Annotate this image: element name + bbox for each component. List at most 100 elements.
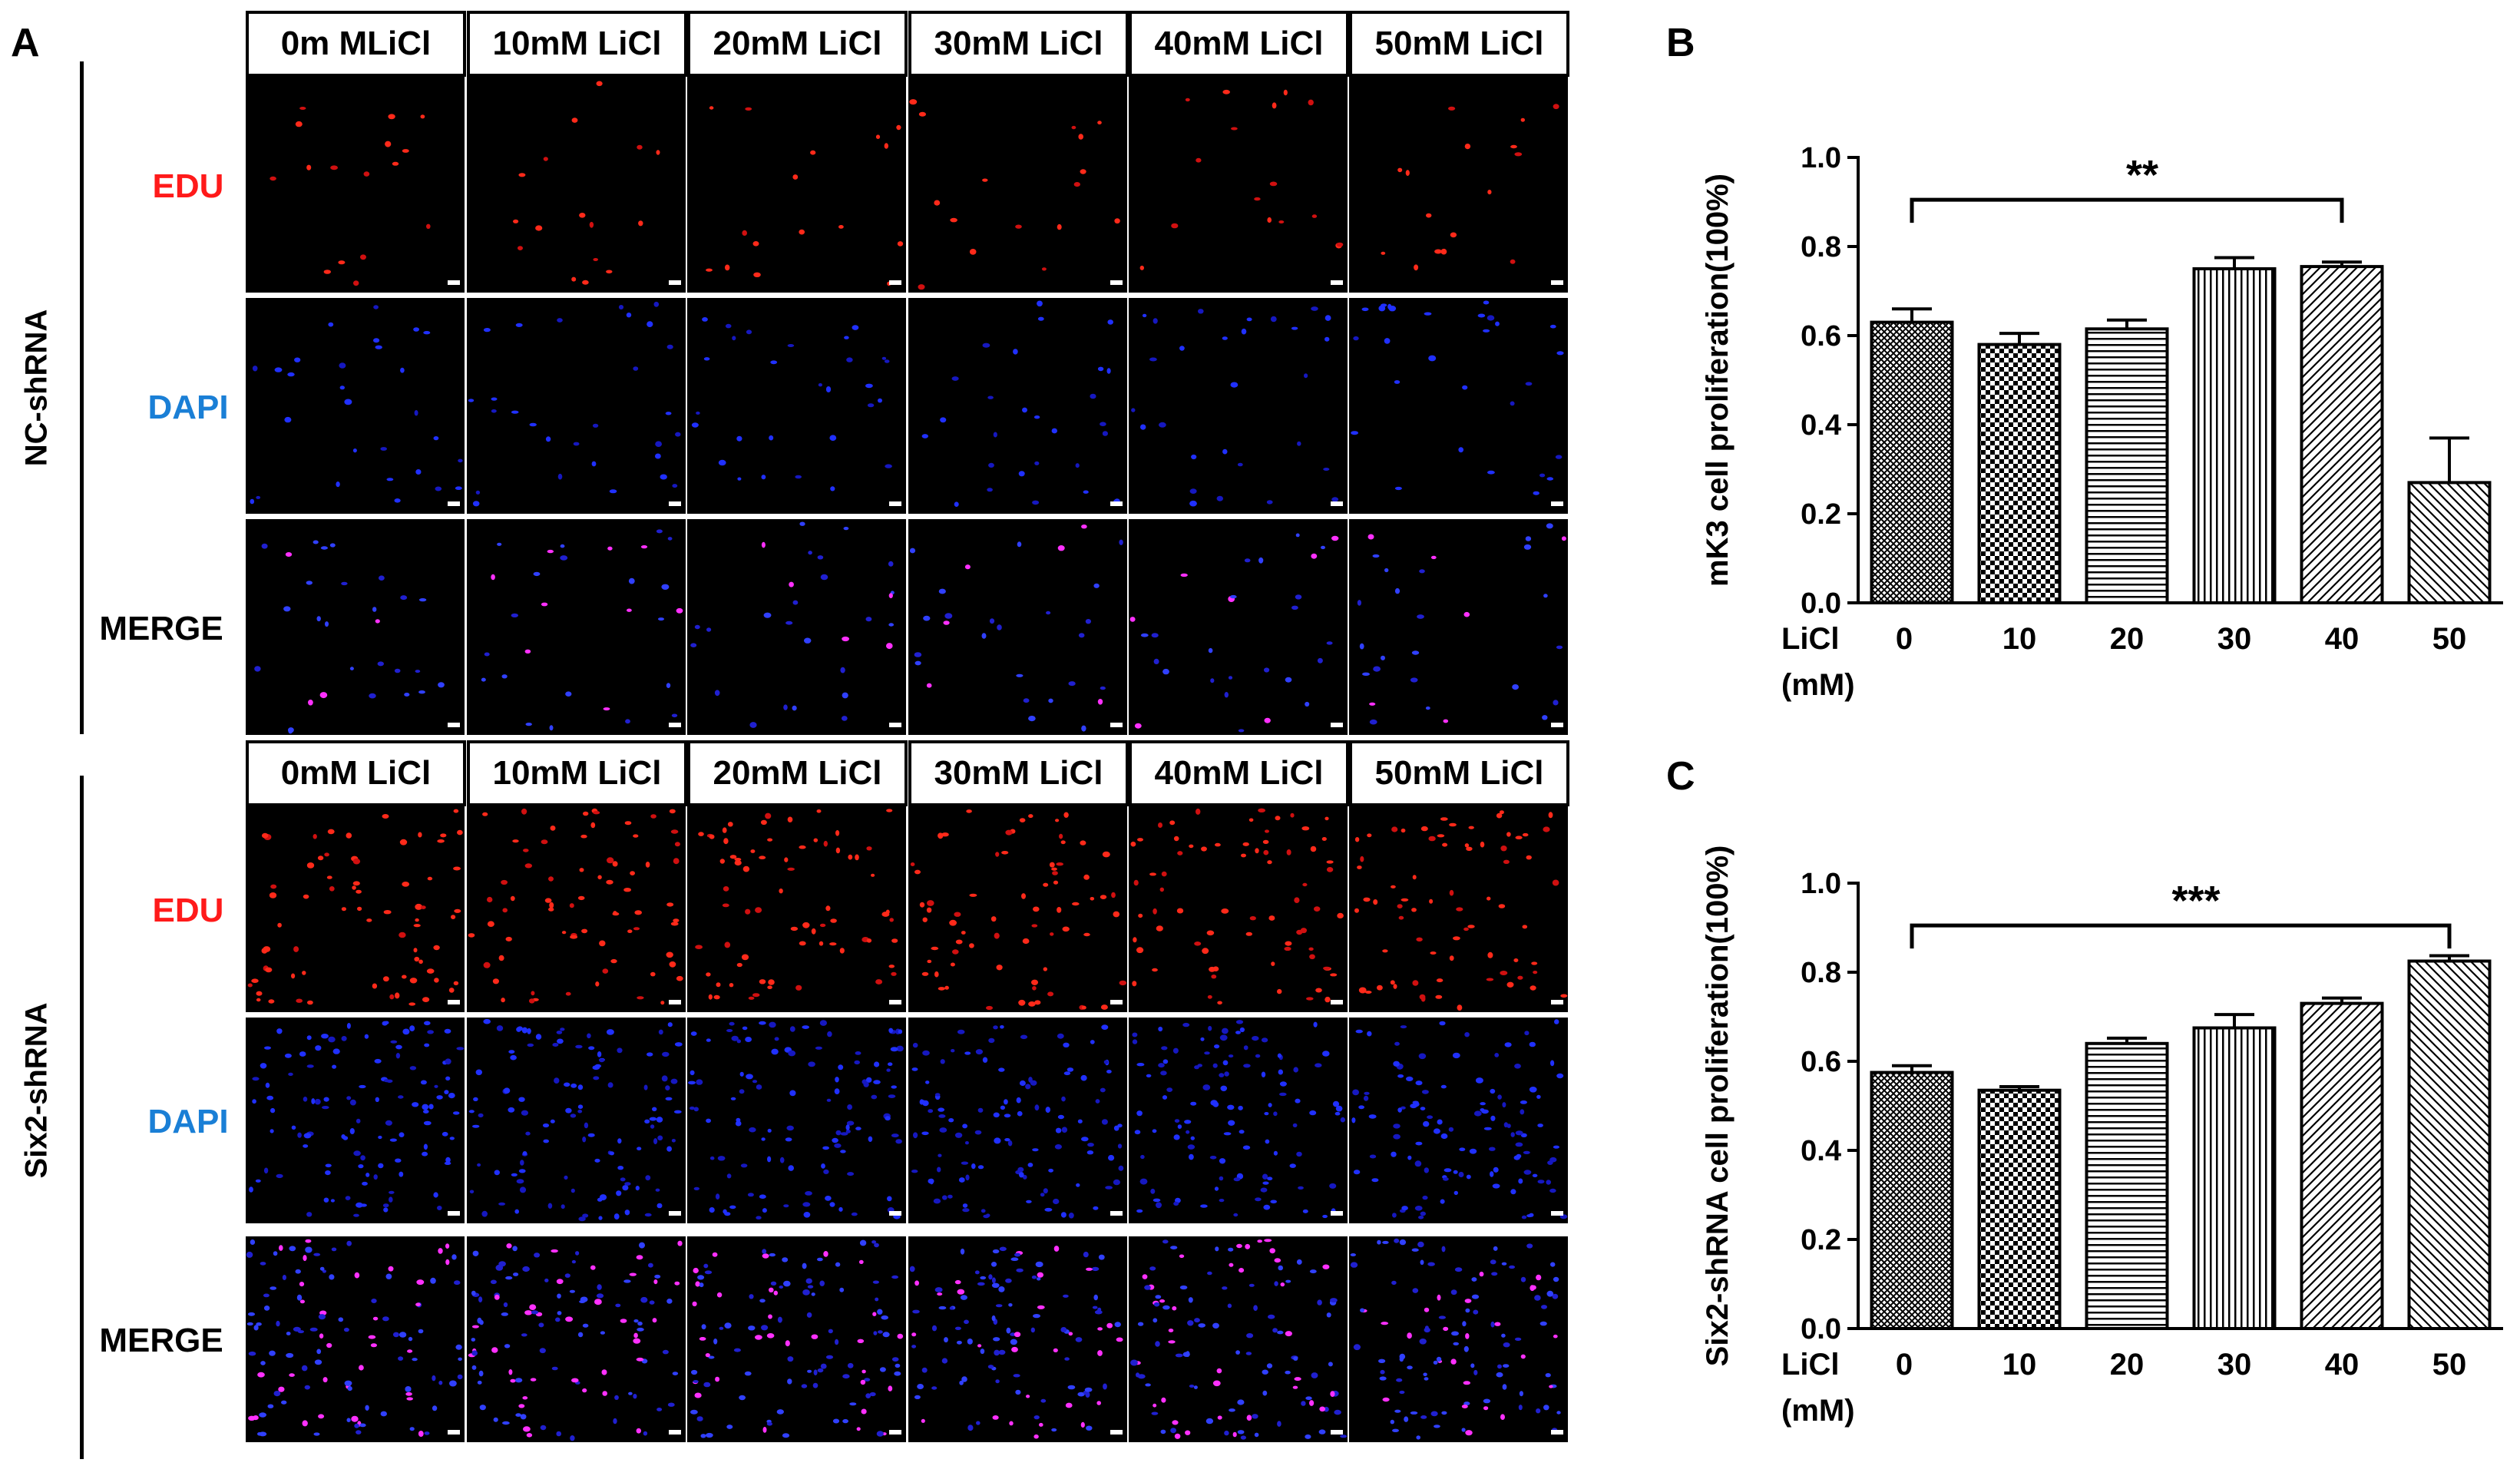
micrograph-edu — [246, 77, 465, 293]
micrograph-edu — [687, 806, 906, 1012]
chart-c: 0.0 0.2 0.4 0.6 0.8 1.0 Six2-shRNA cell prolif… — [1701, 846, 2503, 1428]
column-header: 50mM LiCl — [1349, 11, 1569, 77]
micrograph-merge — [1349, 519, 1568, 735]
y-tick-label: 0.6 — [1801, 1046, 1841, 1078]
micrograph-merge — [467, 1236, 686, 1442]
micrograph-dapi — [1349, 1018, 1568, 1223]
micrograph-edu — [687, 77, 906, 293]
micrograph-edu — [908, 806, 1127, 1012]
micrograph-merge — [908, 1236, 1127, 1442]
x-tick-label: 10 — [2002, 622, 2037, 656]
x-tick-label: 50 — [2432, 1348, 2467, 1382]
column-header: 40mM LiCl — [1129, 740, 1349, 806]
bar — [2192, 267, 2277, 604]
x-tick-label: 40 — [2325, 1348, 2360, 1382]
column-header: 0mM LiCl — [246, 740, 466, 806]
micrograph-dapi — [908, 298, 1127, 514]
y-tick-label: 1.0 — [1801, 868, 1841, 900]
y-tick-label: 0.2 — [1801, 1224, 1841, 1256]
group-bracket-six2 — [80, 776, 84, 1459]
column-header: 0m MLiCl — [246, 11, 466, 77]
channel-label-edu: EDU — [152, 167, 224, 205]
panel-letter-a: A — [11, 21, 40, 65]
micrograph-edu — [1349, 77, 1568, 293]
micrograph-merge — [908, 519, 1127, 735]
bar — [2300, 265, 2384, 604]
micrograph-dapi — [467, 298, 686, 514]
column-header: 50mM LiCl — [1349, 740, 1569, 806]
y-tick-label: 0.4 — [1801, 409, 1841, 442]
bar — [1977, 1088, 2062, 1330]
micrograph-merge — [246, 1236, 465, 1442]
micrograph-edu — [467, 77, 686, 293]
column-header: 10mM LiCl — [467, 11, 687, 77]
significance-bracket — [1910, 197, 2344, 223]
y-tick-label: 0.0 — [1801, 1313, 1841, 1345]
column-header: 20mM LiCl — [687, 11, 908, 77]
y-axis-label: mK3 cell proliferation(100%) — [1701, 174, 1735, 587]
significance-label: *** — [2171, 878, 2220, 924]
chart-b: 0.0 0.2 0.4 0.6 0.8 1.0 mK3 cell proliferation… — [1701, 142, 2503, 702]
y-tick-label: 1.0 — [1801, 142, 1841, 174]
bar — [2407, 481, 2492, 604]
x-tick-label: 30 — [2217, 622, 2252, 656]
bar — [2085, 327, 2169, 604]
micrograph-dapi — [1129, 1018, 1348, 1223]
bar — [2300, 1001, 2384, 1330]
y-tick-label: 0.8 — [1801, 957, 1841, 989]
bar — [1870, 320, 1954, 604]
bar — [2407, 959, 2492, 1330]
micrograph-merge — [687, 1236, 906, 1442]
channel-label-dapi: DAPI — [147, 388, 229, 426]
micrograph-edu — [908, 77, 1127, 293]
channel-label-merge: MERGE — [99, 1322, 223, 1359]
column-header: 10mM LiCl — [467, 740, 687, 806]
micrograph-edu — [246, 806, 465, 1012]
column-header: 40mM LiCl — [1129, 11, 1349, 77]
micrograph-edu — [1129, 77, 1348, 293]
x-axis-label: LiCl — [1781, 622, 1840, 656]
micrograph-merge — [246, 519, 465, 735]
micrograph-dapi — [1129, 298, 1348, 514]
y-axis-label: Six2-shRNA cell proliferation(100%) — [1701, 846, 1735, 1367]
micrograph-edu — [1349, 806, 1568, 1012]
x-axis-label: LiCl — [1781, 1348, 1840, 1382]
bar — [2085, 1041, 2169, 1330]
channel-label-dapi: DAPI — [147, 1103, 229, 1140]
bar — [1870, 1071, 1954, 1330]
x-tick-label: 30 — [2217, 1348, 2252, 1382]
panel-letter-c: C — [1666, 754, 1695, 799]
significance-bracket — [1910, 923, 2452, 949]
group-label-nc: NC-shRNA — [19, 309, 54, 467]
micrograph-merge — [1349, 1236, 1568, 1442]
y-tick-label: 0.4 — [1801, 1135, 1841, 1167]
micrograph-dapi — [246, 298, 465, 514]
channel-label-edu: EDU — [152, 892, 224, 929]
y-tick-label: 0.6 — [1801, 320, 1841, 352]
micrograph-dapi — [246, 1018, 465, 1223]
micrograph-merge — [687, 519, 906, 735]
bar — [2192, 1026, 2277, 1330]
x-tick-label: 0 — [1896, 1348, 1913, 1382]
micrograph-merge — [467, 519, 686, 735]
channel-label-merge: MERGE — [99, 609, 223, 647]
y-tick-label: 0.0 — [1801, 587, 1841, 620]
micrograph-merge — [1129, 519, 1348, 735]
micrograph-merge — [1129, 1236, 1348, 1442]
micrograph-dapi — [687, 1018, 906, 1223]
column-header: 20mM LiCl — [687, 740, 908, 806]
bar — [1977, 343, 2062, 604]
x-tick-label: 20 — [2110, 622, 2145, 656]
micrograph-dapi — [687, 298, 906, 514]
x-tick-label: 10 — [2002, 1348, 2037, 1382]
y-tick-label: 0.8 — [1801, 231, 1841, 263]
x-tick-label: 50 — [2432, 622, 2467, 656]
x-tick-label: 20 — [2110, 1348, 2145, 1382]
x-tick-label: 0 — [1896, 622, 1913, 656]
micrograph-dapi — [1349, 298, 1568, 514]
group-bracket-nc — [80, 61, 84, 734]
x-axis-unit: (mM) — [1781, 1394, 1855, 1428]
x-tick-label: 40 — [2325, 622, 2360, 656]
group-label-six2: Six2-shRNA — [19, 1002, 54, 1179]
micrograph-dapi — [908, 1018, 1127, 1223]
